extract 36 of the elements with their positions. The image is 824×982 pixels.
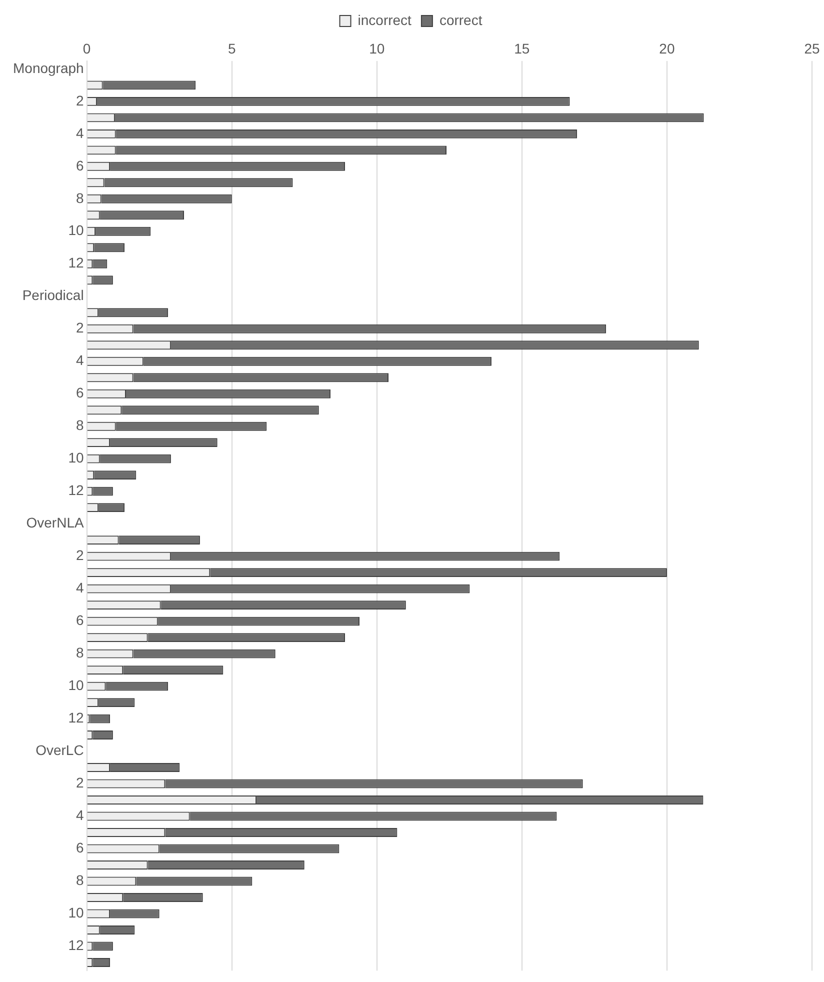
- x-tick-label: 0: [82, 40, 91, 56]
- y-tick-label: 12: [68, 710, 84, 726]
- y-tick-label: 4: [76, 352, 84, 368]
- y-tick-label: 12: [68, 482, 84, 498]
- x-tick-label: 5: [228, 40, 236, 56]
- y-tick-label: Periodical: [22, 287, 84, 304]
- y-tick-label: 4: [76, 580, 84, 596]
- y-tick-label: 2: [76, 774, 84, 791]
- y-tick-label: 12: [68, 937, 84, 954]
- x-tick-label: 20: [659, 40, 675, 56]
- y-tick-label: 6: [76, 384, 84, 401]
- x-tick-label: 15: [514, 40, 530, 56]
- y-tick-label: 2: [76, 92, 84, 108]
- y-tick-label: 8: [76, 417, 84, 434]
- y-tick-label: 8: [76, 644, 84, 661]
- y-tick-label: OverNLA: [26, 514, 84, 531]
- y-tick-label: 6: [76, 840, 84, 856]
- y-tick-label: 6: [76, 157, 84, 174]
- y-tick-label: 6: [76, 612, 84, 628]
- y-tick-label: 4: [76, 124, 84, 141]
- y-tick-label: 8: [76, 872, 84, 888]
- y-tick-label: Monograph: [13, 60, 84, 76]
- legend-label: incorrect: [358, 12, 412, 28]
- y-tick-label: 10: [68, 450, 84, 466]
- y-tick-label: 12: [68, 254, 84, 271]
- y-tick-label: 2: [76, 547, 84, 564]
- y-tick-label: 4: [76, 807, 84, 824]
- y-tick-label: 10: [68, 222, 84, 238]
- y-tick-label: 10: [68, 904, 84, 921]
- y-tick-label: OverLC: [36, 742, 84, 758]
- legend-label: correct: [439, 12, 482, 28]
- x-tick-label: 10: [369, 40, 385, 56]
- y-tick-label: 10: [68, 677, 84, 694]
- y-tick-label: 2: [76, 320, 84, 336]
- y-tick-label: 8: [76, 190, 84, 206]
- x-tick-label: 25: [804, 40, 820, 56]
